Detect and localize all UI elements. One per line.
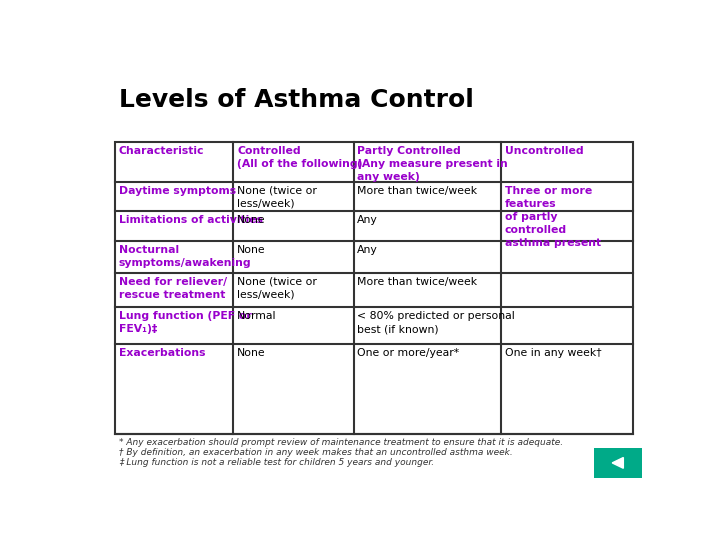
Text: Normal: Normal bbox=[238, 311, 276, 321]
Text: Controlled
(All of the following): Controlled (All of the following) bbox=[238, 146, 363, 169]
Text: One in any week†: One in any week† bbox=[505, 348, 601, 358]
Text: Any: Any bbox=[357, 245, 378, 255]
Text: Characteristic: Characteristic bbox=[119, 146, 204, 156]
Text: * Any exacerbation should prompt review of maintenance treatment to ensure that : * Any exacerbation should prompt review … bbox=[120, 438, 564, 447]
Text: Three or more
features
of partly
controlled
asthma present: Three or more features of partly control… bbox=[505, 186, 600, 248]
Text: Daytime symptoms: Daytime symptoms bbox=[119, 186, 236, 195]
Text: Exacerbations: Exacerbations bbox=[119, 348, 205, 358]
Polygon shape bbox=[612, 457, 624, 468]
Text: ‡ Lung function is not a reliable test for children 5 years and younger.: ‡ Lung function is not a reliable test f… bbox=[120, 458, 435, 467]
Text: Any: Any bbox=[357, 215, 378, 225]
Text: Partly Controlled
(Any measure present in
any week): Partly Controlled (Any measure present i… bbox=[357, 146, 508, 182]
Text: † By definition, an exacerbation in any week makes that an uncontrolled asthma w: † By definition, an exacerbation in any … bbox=[120, 448, 513, 457]
Text: Uncontrolled: Uncontrolled bbox=[505, 146, 583, 156]
Text: Nocturnal
symptoms/awakening: Nocturnal symptoms/awakening bbox=[119, 245, 251, 268]
Text: More than twice/week: More than twice/week bbox=[357, 276, 477, 287]
Text: None: None bbox=[238, 348, 266, 358]
Text: None: None bbox=[238, 215, 266, 225]
Text: Need for reliever/
rescue treatment: Need for reliever/ rescue treatment bbox=[119, 276, 227, 300]
Text: None: None bbox=[238, 245, 266, 255]
Bar bbox=[114, 142, 632, 434]
Bar bbox=[594, 448, 642, 477]
Text: None (twice or
less/week): None (twice or less/week) bbox=[238, 186, 317, 209]
Text: < 80% predicted or personal
best (if known): < 80% predicted or personal best (if kno… bbox=[357, 311, 515, 334]
Text: None (twice or
less/week): None (twice or less/week) bbox=[238, 276, 317, 300]
Text: Limitations of activities: Limitations of activities bbox=[119, 215, 263, 225]
Text: More than twice/week: More than twice/week bbox=[357, 186, 477, 195]
Text: One or more/year*: One or more/year* bbox=[357, 348, 459, 358]
Text: Levels of Asthma Control: Levels of Asthma Control bbox=[120, 88, 474, 112]
Text: Lung function (PEF or
FEV₁)‡: Lung function (PEF or FEV₁)‡ bbox=[119, 311, 251, 334]
